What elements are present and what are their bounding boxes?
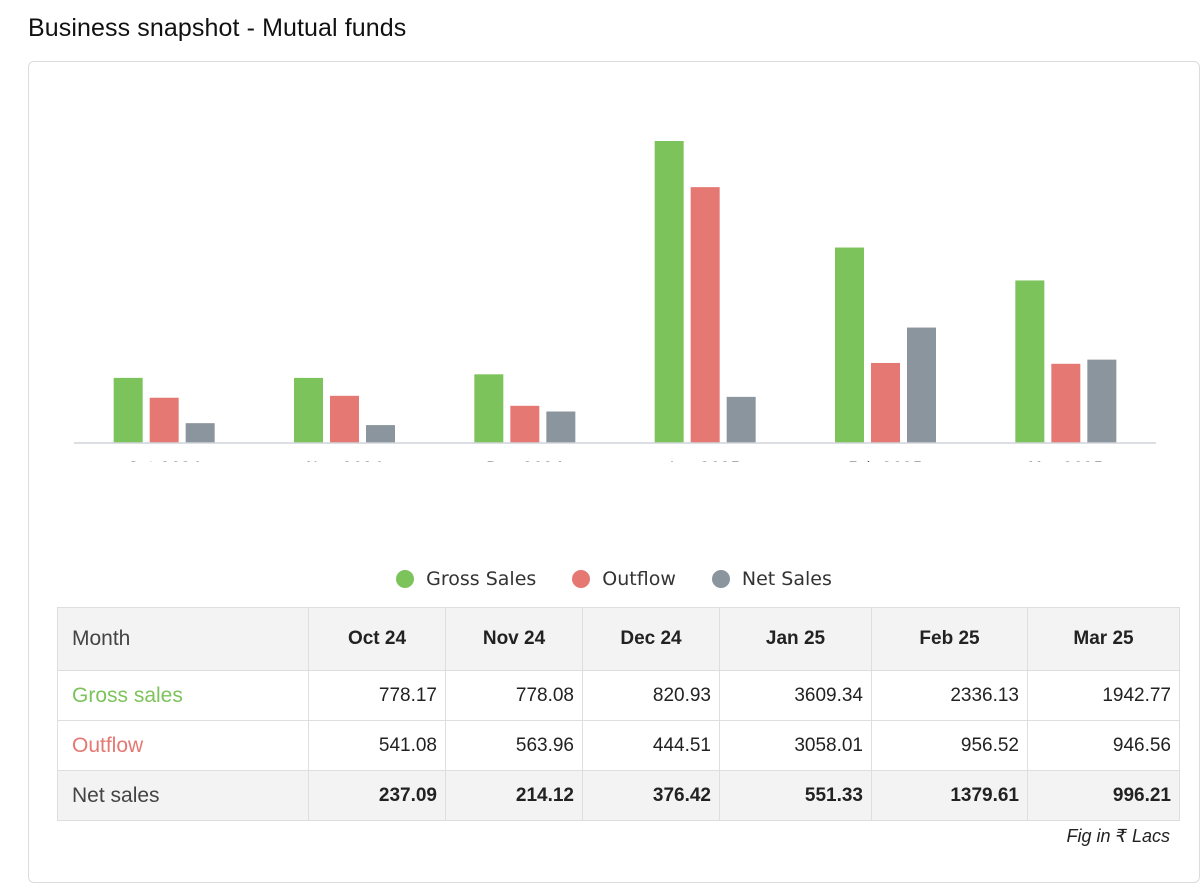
legend-item-net-sales[interactable]: Net Sales [711, 568, 832, 590]
table-cell: 444.51 [582, 720, 720, 771]
table-cell: 778.17 [308, 670, 446, 721]
bar-gross-sales-nov-2024[interactable] [294, 377, 323, 443]
header-month: Month [57, 607, 309, 671]
legend-label-outflow: Outflow [602, 568, 676, 590]
bar-outflow-mar-2025[interactable] [1051, 363, 1081, 443]
bar-outflow-feb-2025[interactable] [871, 362, 900, 443]
table-cell: 956.52 [871, 720, 1028, 771]
header-col-jan: Jan 25 [719, 607, 872, 671]
table-cell: 563.96 [445, 720, 583, 771]
table-row-outflow: Outflow 541.08 563.96 444.51 3058.01 956… [57, 720, 1180, 771]
header-col-feb: Feb 25 [871, 607, 1028, 671]
bar-outflow-dec-2024[interactable] [510, 405, 540, 443]
bar-net-sales-mar-2025[interactable] [1087, 359, 1117, 443]
legend-dot-net-sales [711, 570, 730, 588]
bar-net-sales-jan-2025[interactable] [726, 396, 756, 443]
table-cell: 1942.77 [1027, 670, 1180, 721]
x-tick-label: Jan-2025 [669, 458, 741, 462]
snapshot-table: Month Oct 24 Nov 24 Dec 24 Jan 25 Feb 25… [57, 607, 1180, 821]
legend-label-gross-sales: Gross Sales [426, 568, 537, 590]
chart-legend: Gross Sales Outflow Net Sales [29, 568, 1199, 590]
bar-gross-sales-feb-2025[interactable] [835, 247, 864, 443]
table-cell: 376.42 [582, 770, 720, 821]
row-label-outflow: Outflow [57, 720, 309, 771]
bar-net-sales-dec-2024[interactable] [546, 411, 576, 443]
bar-chart: Oct-2024 Nov-2024 Dec-2024 Jan-2025 Feb-2025… [74, 141, 1156, 462]
table-cell: 3058.01 [719, 720, 872, 771]
x-tick-label: Dec-2024 [486, 458, 563, 462]
header-col-dec: Dec 24 [582, 607, 720, 671]
x-tick-label: Nov-2024 [306, 458, 383, 462]
bar-gross-sales-jan-2025[interactable] [654, 141, 684, 443]
table-cell: 946.56 [1027, 720, 1180, 771]
legend-dot-gross-sales [396, 570, 415, 588]
table-row-gross-sales: Gross sales 778.17 778.08 820.93 3609.34… [57, 670, 1180, 721]
bar-net-sales-oct-2024[interactable] [185, 423, 215, 443]
bar-gross-sales-mar-2025[interactable] [1015, 280, 1045, 443]
x-tick-label: Feb-2025 [848, 458, 923, 462]
bar-gross-sales-dec-2024[interactable] [474, 374, 504, 443]
bar-outflow-oct-2024[interactable] [149, 397, 179, 443]
table-cell: 214.12 [445, 770, 583, 821]
legend-label-net-sales: Net Sales [741, 568, 832, 590]
footnote: Fig in ₹ Lacs [1066, 826, 1171, 846]
legend-item-outflow[interactable]: Outflow [572, 568, 676, 590]
table-cell: 820.93 [582, 670, 720, 721]
table-cell: 2336.13 [871, 670, 1028, 721]
header-col-nov: Nov 24 [445, 607, 583, 671]
bar-gross-sales-oct-2024[interactable] [113, 377, 143, 443]
bar-outflow-nov-2024[interactable] [330, 395, 359, 443]
header-col-oct: Oct 24 [308, 607, 446, 671]
table-cell: 1379.61 [871, 770, 1028, 821]
table-cell: 541.08 [308, 720, 446, 771]
x-axis-ticks: Oct-2024 Nov-2024 Dec-2024 Jan-2025 Feb-2025… [127, 458, 1104, 462]
table-cell: 3609.34 [719, 670, 872, 721]
bar-net-sales-feb-2025[interactable] [907, 327, 936, 443]
legend-item-gross-sales[interactable]: Gross Sales [396, 568, 536, 590]
table-cell: 551.33 [719, 770, 872, 821]
header-col-mar: Mar 25 [1027, 607, 1180, 671]
row-label-gross-sales: Gross sales [57, 670, 309, 721]
table-row-net-sales: Net sales 237.09 214.12 376.42 551.33 13… [57, 770, 1180, 821]
bar-outflow-jan-2025[interactable] [690, 187, 720, 443]
page-title: Business snapshot - Mutual funds [28, 14, 407, 42]
table-cell: 996.21 [1027, 770, 1180, 821]
x-tick-label: Oct-2024 [127, 458, 201, 462]
row-label-net-sales: Net sales [57, 770, 309, 821]
table-cell: 778.08 [445, 670, 583, 721]
table-header-row: Month Oct 24 Nov 24 Dec 24 Jan 25 Feb 25… [57, 607, 1180, 671]
bar-group [113, 141, 1117, 443]
x-tick-label: Mar-2025 [1028, 458, 1104, 462]
bar-net-sales-nov-2024[interactable] [366, 425, 395, 443]
legend-dot-outflow [572, 570, 591, 588]
table-cell: 237.09 [308, 770, 446, 821]
